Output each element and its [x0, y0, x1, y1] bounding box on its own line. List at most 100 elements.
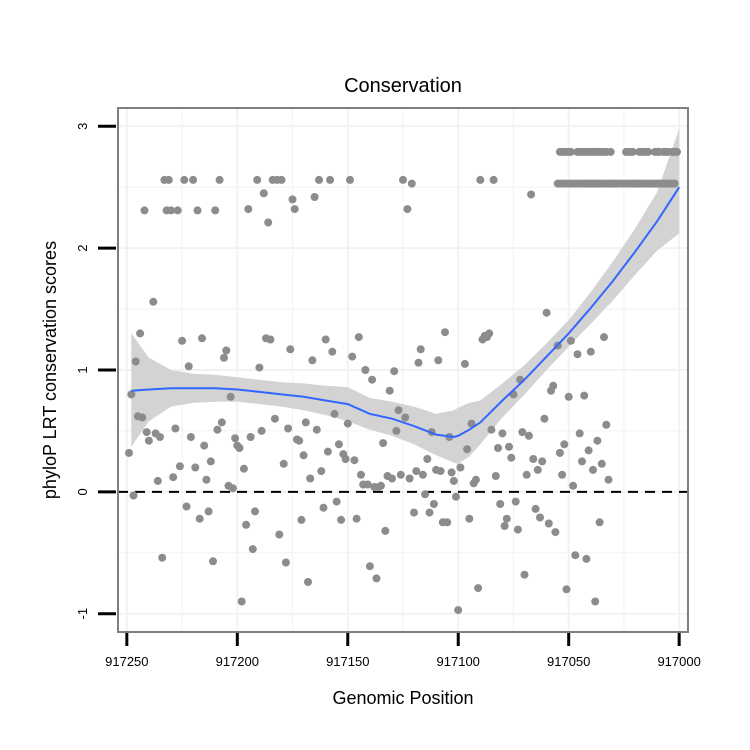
data-point — [231, 434, 240, 443]
data-point — [560, 440, 569, 449]
data-point — [337, 515, 346, 524]
data-point — [536, 513, 544, 522]
data-point — [582, 554, 591, 563]
data-point — [584, 446, 593, 455]
data-point — [595, 518, 604, 527]
data-point — [178, 336, 187, 345]
data-point — [343, 419, 352, 428]
data-point — [319, 503, 328, 512]
data-point — [566, 147, 575, 156]
data-point — [332, 497, 341, 506]
panel-border — [117, 107, 689, 633]
data-point — [239, 464, 248, 473]
data-point — [295, 436, 304, 445]
y-axis-label: phyloP LRT conservation scores — [40, 241, 60, 499]
data-point — [310, 193, 319, 201]
data-point — [449, 476, 458, 485]
x-tick-label: 917250 — [105, 654, 148, 669]
data-point — [575, 429, 584, 438]
data-point — [251, 507, 259, 516]
data-point — [527, 190, 536, 199]
data-point — [529, 455, 538, 463]
data-point — [410, 508, 418, 517]
data-point — [454, 606, 463, 615]
data-point — [571, 551, 580, 560]
data-point — [524, 431, 533, 440]
data-point — [211, 206, 220, 215]
data-point — [465, 514, 474, 523]
data-point — [388, 474, 396, 483]
data-point — [226, 392, 235, 401]
data-point — [156, 433, 164, 441]
data-point — [511, 497, 520, 506]
data-point — [460, 359, 469, 368]
data-point — [290, 205, 299, 214]
data-point — [566, 336, 575, 345]
data-point — [164, 175, 173, 184]
data-point — [485, 329, 494, 338]
data-point — [191, 463, 200, 472]
data-point — [198, 334, 206, 343]
data-point — [591, 597, 600, 606]
data-point — [418, 470, 427, 479]
data-point — [144, 436, 153, 445]
data-point — [443, 518, 452, 527]
data-point — [346, 175, 354, 184]
data-point — [244, 205, 253, 214]
data-point — [321, 335, 330, 344]
data-point — [352, 514, 361, 523]
data-point — [518, 428, 527, 437]
data-point — [275, 530, 284, 539]
data-point — [140, 206, 149, 215]
data-point — [237, 597, 246, 606]
data-point — [202, 475, 211, 484]
data-point — [328, 347, 337, 356]
data-point — [175, 462, 184, 471]
data-point — [326, 175, 335, 184]
data-point — [153, 476, 162, 485]
data-point — [589, 465, 597, 474]
data-point — [414, 358, 423, 367]
data-point — [394, 406, 403, 415]
data-point — [513, 525, 522, 534]
data-point — [456, 463, 465, 472]
data-point — [350, 456, 359, 465]
data-point — [138, 413, 147, 422]
data-point — [564, 392, 573, 401]
data-point — [365, 562, 374, 571]
data-point — [184, 362, 193, 371]
data-point — [357, 470, 365, 479]
data-point — [264, 218, 273, 227]
data-point — [489, 175, 498, 184]
data-point — [376, 481, 385, 490]
data-points-layer — [125, 147, 681, 615]
data-point — [171, 424, 180, 433]
x-axis: 917250 917200 917150 917100 917050 917000 — [105, 633, 701, 669]
data-point — [129, 491, 138, 500]
data-point — [494, 444, 502, 452]
data-point — [533, 465, 542, 474]
data-point — [405, 474, 414, 483]
loess-fit-line — [131, 186, 681, 439]
data-point — [436, 467, 445, 476]
data-point — [580, 391, 589, 400]
data-point — [407, 179, 416, 188]
data-point — [474, 584, 483, 593]
data-point — [558, 470, 567, 479]
data-point — [193, 206, 202, 215]
data-point — [604, 475, 613, 484]
data-point — [496, 500, 505, 508]
data-point — [673, 147, 681, 156]
data-point — [186, 433, 195, 441]
data-point — [593, 436, 602, 445]
data-point — [317, 467, 326, 476]
data-point — [348, 352, 357, 361]
data-point — [416, 345, 425, 354]
data-point — [644, 147, 653, 156]
data-point — [600, 333, 608, 342]
y-tick-label: 1 — [75, 366, 90, 373]
data-point — [423, 455, 432, 463]
data-point — [334, 440, 343, 449]
